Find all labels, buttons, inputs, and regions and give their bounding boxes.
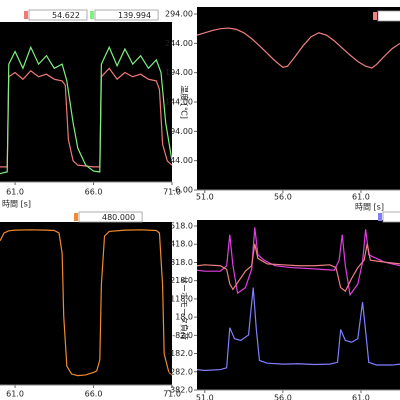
x-tick-label: 56.0 xyxy=(274,193,292,202)
series-group xyxy=(197,227,400,372)
y-tick-label: 244.00 xyxy=(165,39,193,48)
x-tick-label: 66.0 xyxy=(85,390,103,399)
y-tick-label: 144.00 xyxy=(165,98,193,107)
x-axis-label: 時間 [s] xyxy=(355,203,384,212)
legend-swatch xyxy=(378,213,382,221)
y-tick-label: 94.00 xyxy=(170,127,193,136)
plot-area xyxy=(0,22,172,182)
line-series xyxy=(197,287,400,372)
y-axis-label: 温度 [℃] xyxy=(180,85,190,119)
plot-area xyxy=(0,222,172,385)
legend-box xyxy=(78,211,143,223)
y-tick-label: -382.0 xyxy=(167,386,193,395)
legend-box xyxy=(94,9,159,21)
x-tick-label: 66.0 xyxy=(85,188,103,197)
x-axis-label: 時間 [s] xyxy=(2,200,31,209)
legend-swatch xyxy=(74,213,78,221)
x-tick-label: 56.0 xyxy=(274,394,292,400)
x-tick-label: 71.0 xyxy=(163,390,181,399)
y-tick-label: -82.0 xyxy=(172,331,193,340)
legend-swatch xyxy=(24,11,28,19)
y-tick-label: -282.0 xyxy=(167,367,193,376)
y-tick-label: 218.0 xyxy=(170,276,193,285)
legend-swatch xyxy=(373,12,377,20)
y-tick-label: -182.0 xyxy=(167,349,193,358)
legend-value: 480.000 xyxy=(102,213,135,222)
y-tick-label: 194.00 xyxy=(165,68,193,77)
x-tick-label: 61.0 xyxy=(6,390,24,399)
y-tick-label: 118.0 xyxy=(170,294,193,303)
y-tick-label: 18.0 xyxy=(175,313,193,322)
x-tick-label: 61.0 xyxy=(352,394,370,400)
line-series xyxy=(0,229,172,377)
y-tick-label: 318.0 xyxy=(170,258,193,267)
line-series xyxy=(197,27,400,69)
legend-value: 54.622 xyxy=(52,11,80,20)
line-series xyxy=(0,67,172,168)
x-tick-label: 71.0 xyxy=(163,188,181,197)
legend-swatch xyxy=(90,11,94,19)
series-group xyxy=(0,229,172,377)
line-series xyxy=(197,243,400,293)
line-series xyxy=(197,227,400,297)
y-tick-label: 44.00 xyxy=(170,156,193,165)
series-group xyxy=(197,27,400,69)
x-tick-label: 61.0 xyxy=(6,188,24,197)
y-tick-label: 518.0 xyxy=(170,222,193,231)
y-tick-label: 418.0 xyxy=(170,240,193,249)
plot-area xyxy=(197,7,400,190)
legend-box xyxy=(382,211,400,223)
x-tick-label: 51.0 xyxy=(196,394,214,400)
y-tick-label: -6.00 xyxy=(172,186,193,195)
legend-box xyxy=(377,10,400,22)
legend-box xyxy=(28,9,88,21)
x-tick-label: 61.0 xyxy=(352,193,370,202)
y-axis-label: サーボモータ負荷 xyxy=(180,276,190,340)
x-tick-label: 51.0 xyxy=(196,193,214,202)
legend-value: 139.994 xyxy=(118,11,151,20)
y-tick-label: 294.00 xyxy=(165,10,193,19)
line-series xyxy=(0,45,172,175)
series-group xyxy=(0,45,172,175)
